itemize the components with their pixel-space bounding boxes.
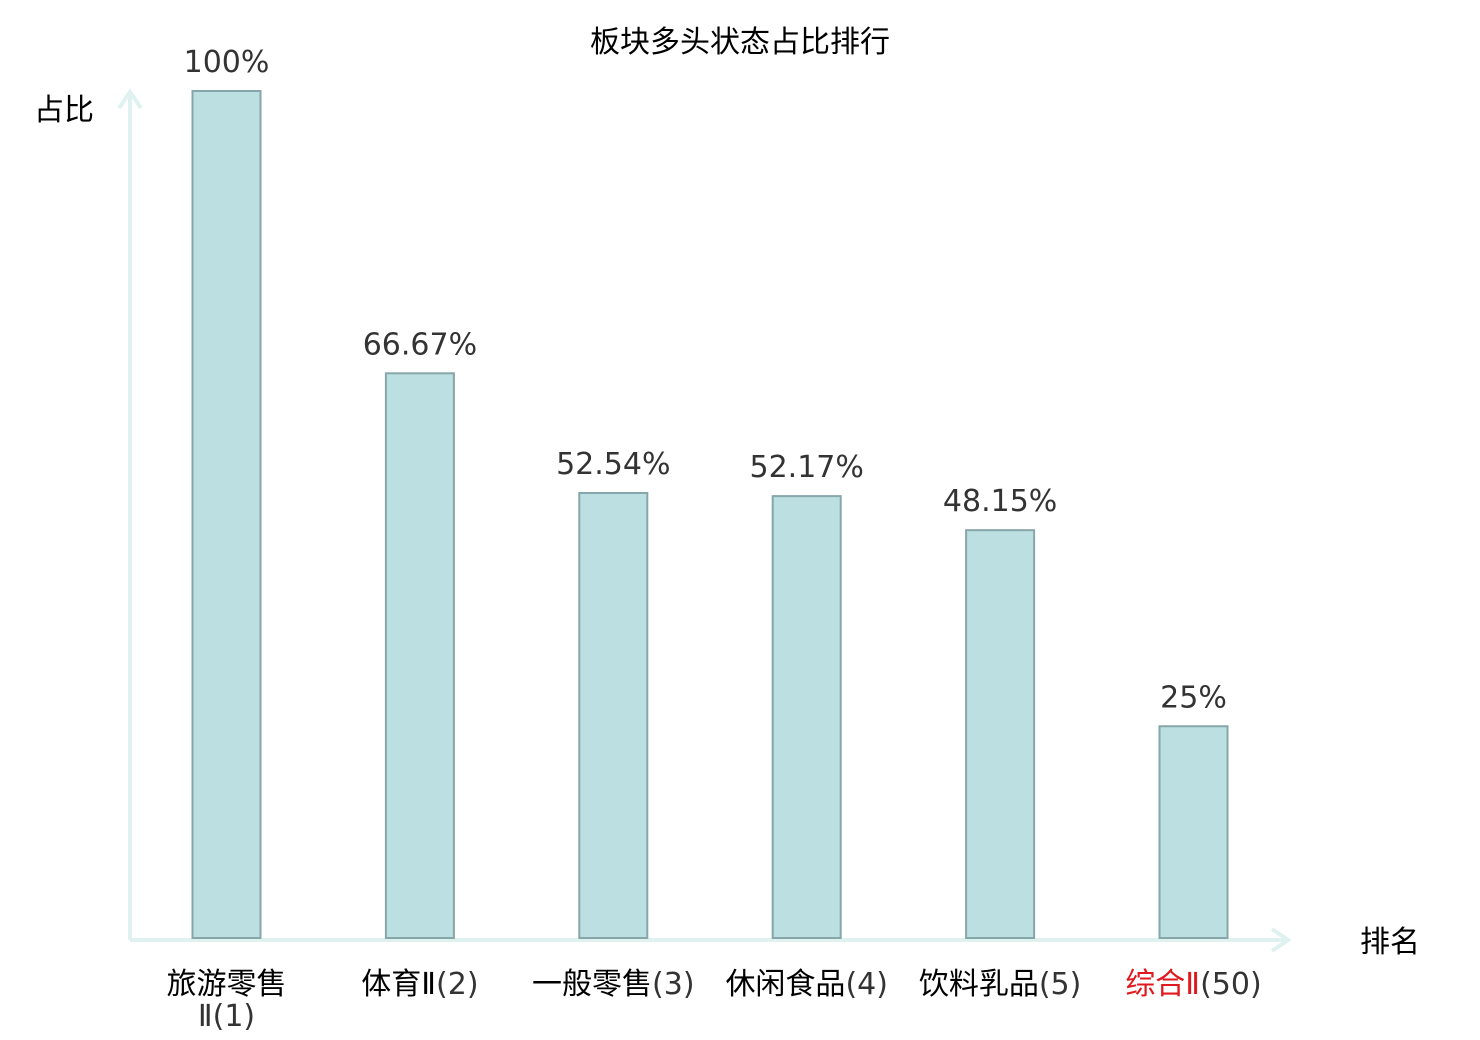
y-axis-arrow (117, 88, 143, 110)
bar-value-label: 25% (1160, 680, 1227, 715)
bar-value-label: 52.54% (556, 447, 670, 482)
axes (117, 88, 1292, 953)
bar (965, 529, 1036, 939)
category-label: 一般零售(3) (532, 967, 695, 1002)
bars-group (191, 90, 1229, 939)
bar-value-label: 66.67% (363, 327, 477, 362)
bar (1158, 725, 1229, 939)
category-label: 综合Ⅱ(50) (1125, 967, 1261, 1002)
bar-value-label: 100% (184, 45, 270, 80)
category-label: 饮料乳品(5) (919, 967, 1082, 1002)
bar (578, 491, 649, 939)
bar (771, 495, 842, 939)
category-label: 体育Ⅱ(2) (361, 967, 478, 1002)
category-label: 旅游零售 Ⅱ(1) (167, 967, 287, 1034)
bar-value-label: 48.15% (943, 484, 1057, 519)
x-axis-label: 排名 (1360, 925, 1420, 960)
value-labels-group: 100% 66.67% 52.54% 52.17% 48.15% 25% (184, 45, 1227, 715)
bar (191, 90, 262, 939)
bar-value-label: 52.17% (750, 450, 864, 485)
x-axis-arrow (1270, 927, 1292, 953)
bar (384, 372, 455, 939)
category-labels-group: 旅游零售 Ⅱ(1) 体育Ⅱ(2) 一般零售(3) 休闲食品(4) 饮料乳品(5) 综合Ⅱ(5… (167, 967, 1262, 1034)
y-axis-label: 占比 (34, 93, 94, 128)
chart-title: 板块多头状态占比排行 (590, 25, 890, 60)
category-label: 休闲食品(4) (725, 967, 888, 1002)
